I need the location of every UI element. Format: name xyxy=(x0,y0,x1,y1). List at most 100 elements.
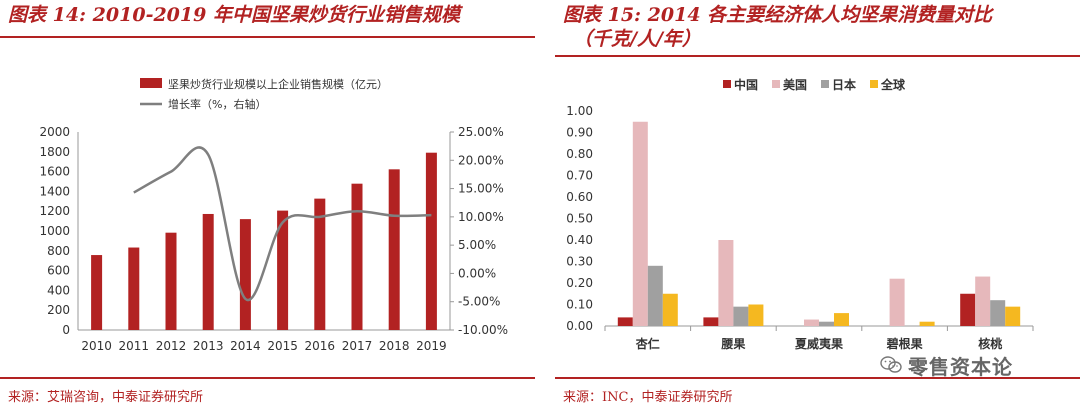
y-tick-label: 0.60 xyxy=(566,190,593,204)
legend-label: 日本 xyxy=(832,77,856,92)
y-tick-label: 0.50 xyxy=(566,212,593,226)
legend-swatch-全球 xyxy=(870,80,878,88)
x-tick-label: 2011 xyxy=(119,339,150,353)
watermark: 零售资本论 xyxy=(880,348,1070,382)
bar-腰果-美国 xyxy=(718,240,734,326)
y-tick-label: 0.70 xyxy=(566,169,593,183)
bar-2019 xyxy=(425,152,437,330)
legend-swatch-中国 xyxy=(723,80,731,88)
y-tick-right: -10.00% xyxy=(458,323,508,337)
right-chart-panel: 图表 15: 2014 各主要经济体人均坚果消费量对比 （千克/人/年） 中国 美… xyxy=(555,0,1080,413)
x-tick-label: 夏威夷果 xyxy=(795,336,843,351)
x-tick-label: 2018 xyxy=(379,339,410,353)
y-tick-label: 0.10 xyxy=(566,298,593,312)
legend-label: 中国 xyxy=(734,77,758,92)
legend-label: 全球 xyxy=(880,77,906,92)
bar-腰果-全球 xyxy=(748,304,764,326)
legend-label-line: 增长率（%，右轴） xyxy=(168,97,266,111)
bar-2016 xyxy=(314,198,326,330)
right-chart-unit: （千克/人/年） xyxy=(573,28,701,50)
left-chart-title: 图表 14: 2010-2019 年中国坚果炒货行业销售规模 xyxy=(8,4,460,26)
legend-label-bar: 坚果炒货行业规模以上企业销售规模（亿元） xyxy=(168,77,388,91)
y-tick-right: 10.00% xyxy=(458,210,504,224)
left-chart-panel: 图表 14: 2010-2019 年中国坚果炒货行业销售规模 坚果炒货行业规模以… xyxy=(0,0,535,413)
y-tick-left: 600 xyxy=(47,264,70,278)
bar-核桃-美国 xyxy=(975,276,991,326)
bar-腰果-日本 xyxy=(733,306,749,326)
bar-2013 xyxy=(202,213,214,330)
growth-rate-line xyxy=(133,146,432,302)
x-tick-label: 腰果 xyxy=(720,336,745,351)
bar-杏仁-全球 xyxy=(662,293,678,326)
bar-2011 xyxy=(128,247,140,330)
y-tick-label: 0.40 xyxy=(566,233,593,247)
x-tick-label: 碧根果 xyxy=(886,336,923,351)
y-tick-right: 25.00% xyxy=(458,125,504,139)
bar-2010 xyxy=(91,255,103,330)
x-tick-label: 2019 xyxy=(416,339,447,353)
x-tick-label: 杏仁 xyxy=(635,336,660,351)
bar-2012 xyxy=(165,232,177,330)
bar-核桃-中国 xyxy=(960,293,976,326)
y-tick-label: 1.00 xyxy=(566,104,593,118)
x-tick-label: 2014 xyxy=(230,339,261,353)
left-source: 来源：艾瑞咨询，中泰证券研究所 xyxy=(8,390,204,405)
y-tick-right: 15.00% xyxy=(458,182,504,196)
y-tick-left: 400 xyxy=(47,283,70,297)
right-title-rule xyxy=(555,55,1080,57)
x-tick-label: 2013 xyxy=(193,339,224,353)
right-grouped-bar-chart: 中国 美国 日本 全球 0.00 0.10 0.20 0.30 0.40 0.50 0.60 0.70… xyxy=(566,77,1034,351)
bar-2017 xyxy=(351,183,363,330)
bar-2018 xyxy=(388,169,400,330)
right-source: 来源：INC，中泰证券研究所 xyxy=(563,390,733,405)
bar-核桃-全球 xyxy=(1005,306,1021,326)
x-tick-label: 2017 xyxy=(342,339,373,353)
bar-2014 xyxy=(239,219,251,330)
bar-碧根果-全球 xyxy=(919,321,935,326)
left-bar-line-chart: 坚果炒货行业规模以上企业销售规模（亿元） 增长率（%，右轴） 0 200 400 600 8… xyxy=(39,77,508,353)
legend-swatch-美国 xyxy=(772,80,780,88)
x-tick-label: 2010 xyxy=(81,339,112,353)
y-tick-left: 1400 xyxy=(39,184,70,198)
right-source-rule xyxy=(555,377,1080,379)
right-chart-title: 图表 15: 2014 各主要经济体人均坚果消费量对比 xyxy=(563,4,993,26)
y-tick-right: 20.00% xyxy=(458,153,504,167)
bar-腰果-中国 xyxy=(703,317,719,326)
bar-夏威夷果-全球 xyxy=(834,313,849,326)
bar-2015 xyxy=(277,210,289,330)
y-tick-left: 0 xyxy=(62,323,70,337)
legend-swatch-日本 xyxy=(821,80,829,88)
bar-夏威夷果-日本 xyxy=(819,321,834,326)
y-tick-label: 0.30 xyxy=(566,255,593,269)
bar-杏仁-中国 xyxy=(617,317,633,326)
x-tick-label: 核桃 xyxy=(978,336,1002,351)
y-tick-right: -5.00% xyxy=(458,295,500,309)
legend-swatch-bar xyxy=(140,78,162,88)
y-tick-label: 0.80 xyxy=(566,147,593,161)
y-tick-right: 0.00% xyxy=(458,266,496,280)
left-title-rule xyxy=(0,36,535,38)
y-tick-left: 800 xyxy=(47,244,70,258)
y-tick-right: 5.00% xyxy=(458,238,496,252)
left-source-rule xyxy=(0,377,535,379)
wechat-icon xyxy=(880,356,902,373)
watermark-text: 零售资本论 xyxy=(908,354,1013,379)
bar-碧根果-美国 xyxy=(889,278,905,326)
y-tick-label: 0.20 xyxy=(566,276,593,290)
bar-夏威夷果-美国 xyxy=(804,319,819,326)
x-tick-label: 2016 xyxy=(305,339,336,353)
y-tick-left: 1800 xyxy=(39,145,70,159)
x-tick-label: 2015 xyxy=(267,339,298,353)
bar-杏仁-美国 xyxy=(632,121,648,326)
y-tick-left: 1200 xyxy=(39,204,70,218)
y-tick-left: 1000 xyxy=(39,224,70,238)
bar-杏仁-日本 xyxy=(647,265,663,326)
bar-核桃-日本 xyxy=(990,300,1006,326)
legend-label: 美国 xyxy=(783,77,807,92)
y-tick-left: 1600 xyxy=(39,165,70,179)
y-tick-left: 200 xyxy=(47,303,70,317)
y-tick-label: 0.90 xyxy=(566,126,593,140)
y-tick-label: 0.00 xyxy=(566,319,593,333)
y-tick-left: 2000 xyxy=(39,125,70,139)
x-tick-label: 2012 xyxy=(156,339,187,353)
